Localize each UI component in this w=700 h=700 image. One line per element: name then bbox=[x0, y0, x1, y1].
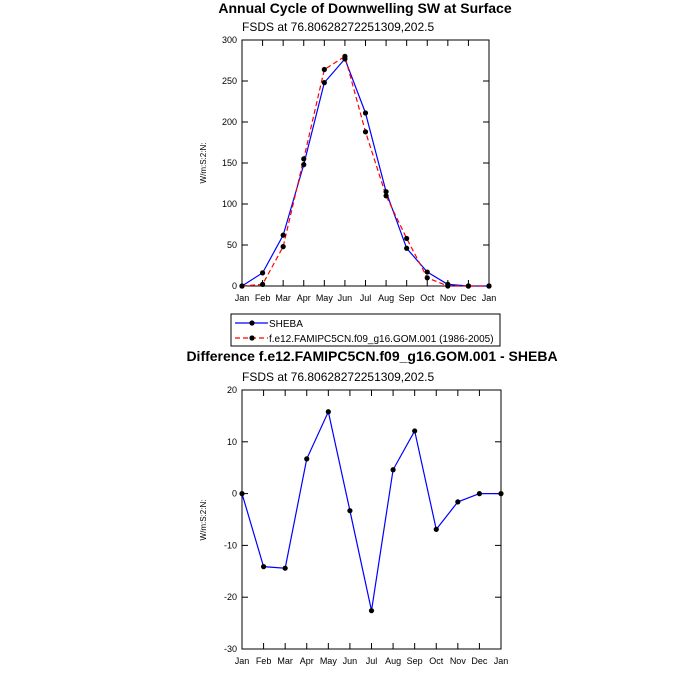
top-y-ticks: 0 50 100 150 200 250 300 bbox=[222, 35, 489, 291]
data-point bbox=[433, 526, 439, 532]
y-tick-label: 50 bbox=[227, 240, 237, 250]
data-point bbox=[498, 491, 504, 497]
data-point bbox=[404, 235, 410, 242]
data-point bbox=[259, 281, 266, 287]
data-point bbox=[325, 409, 331, 415]
data-point bbox=[412, 428, 418, 434]
data-point bbox=[239, 491, 245, 497]
y-tick-label: -20 bbox=[224, 592, 237, 602]
x-tick-label: Jul bbox=[366, 656, 378, 666]
y-tick-label: 100 bbox=[222, 199, 237, 209]
x-tick-label: Nov bbox=[450, 656, 467, 666]
x-tick-label: Dec bbox=[460, 293, 477, 303]
x-tick-label: Jan bbox=[482, 293, 497, 303]
x-tick-label: Jun bbox=[338, 293, 353, 303]
bottom-x-ticks: Jan Feb Mar Apr May Jun Jul Aug Sep Oct Nov Dec Jan bbox=[235, 390, 509, 666]
y-tick-label: 10 bbox=[227, 437, 237, 447]
x-tick-label: Jan bbox=[494, 656, 509, 666]
top-series bbox=[239, 53, 492, 289]
bottom-panel: Difference f.e12.FAMIPC5CN.f09_g16.GOM.0… bbox=[186, 348, 557, 666]
x-tick-label: Dec bbox=[471, 656, 488, 666]
x-tick-label: Apr bbox=[297, 293, 311, 303]
x-tick-label: Nov bbox=[440, 293, 457, 303]
data-point bbox=[347, 508, 353, 514]
series-line-0 bbox=[241, 409, 501, 611]
data-point bbox=[260, 564, 267, 570]
x-tick-label: Oct bbox=[429, 656, 444, 666]
series-line-1 bbox=[241, 55, 489, 287]
legend-label-model: f.e12.FAMIPC5CN.f09_g16.GOM.001 (1986-20… bbox=[269, 334, 494, 345]
data-point bbox=[486, 283, 492, 289]
y-tick-label: 150 bbox=[222, 158, 237, 168]
x-tick-label: Mar bbox=[275, 293, 291, 303]
series-line-0 bbox=[241, 57, 489, 287]
data-point bbox=[301, 162, 307, 168]
data-point bbox=[383, 193, 389, 199]
y-tick-label: -30 bbox=[224, 644, 237, 654]
data-point bbox=[301, 156, 307, 162]
data-point bbox=[342, 53, 348, 60]
data-point bbox=[390, 467, 396, 473]
y-tick-label: 0 bbox=[232, 281, 237, 291]
data-point bbox=[304, 456, 310, 462]
legend-marker-model bbox=[249, 335, 255, 341]
x-tick-label: Jan bbox=[235, 656, 250, 666]
x-tick-label: Sep bbox=[399, 293, 415, 303]
x-tick-label: May bbox=[320, 656, 338, 666]
top-panel: Annual Cycle of Downwelling SW at Surfac… bbox=[199, 0, 512, 303]
legend-label-sheba: SHEBA bbox=[269, 319, 303, 330]
data-point bbox=[280, 232, 286, 238]
data-point bbox=[455, 499, 461, 505]
x-tick-label: Aug bbox=[378, 293, 394, 303]
bottom-chart-subtitle: FSDS at 76.80628272251309,202.5 bbox=[242, 370, 434, 384]
top-chart-subtitle: FSDS at 76.80628272251309,202.5 bbox=[242, 20, 434, 34]
y-tick-label: 20 bbox=[227, 385, 237, 395]
top-y-axis-label: W/m:S:2:N: bbox=[199, 143, 208, 184]
data-point bbox=[368, 608, 375, 614]
data-point bbox=[424, 275, 430, 281]
data-point bbox=[424, 269, 430, 275]
legend-marker-sheba bbox=[249, 320, 255, 326]
x-tick-label: Feb bbox=[255, 293, 271, 303]
top-x-ticks: Jan Feb Mar Apr May Jun Jul Aug Sep Oct Nov Dec Jan bbox=[235, 40, 497, 303]
y-tick-label: 250 bbox=[222, 76, 237, 86]
bottom-series bbox=[239, 409, 504, 614]
x-tick-label: Oct bbox=[420, 293, 435, 303]
x-tick-label: Sep bbox=[407, 656, 423, 666]
x-tick-label: Apr bbox=[300, 656, 314, 666]
bottom-y-axis-label: W/m:S:2:N: bbox=[199, 500, 208, 541]
data-point bbox=[404, 245, 410, 251]
data-point bbox=[259, 270, 266, 276]
top-plot-frame bbox=[241, 39, 490, 287]
y-tick-label: 300 bbox=[222, 35, 237, 45]
x-tick-label: May bbox=[316, 293, 334, 303]
data-point bbox=[280, 244, 286, 250]
y-tick-label: -10 bbox=[224, 540, 237, 550]
legend-box bbox=[230, 313, 501, 347]
y-tick-label: 200 bbox=[222, 117, 237, 127]
data-point bbox=[383, 189, 389, 195]
data-point bbox=[445, 283, 451, 289]
data-point bbox=[321, 80, 327, 86]
data-point bbox=[321, 66, 327, 73]
bottom-y-ticks: -30 -20 -10 0 10 20 bbox=[224, 385, 501, 654]
top-chart-title: Annual Cycle of Downwelling SW at Surfac… bbox=[218, 0, 511, 16]
data-point bbox=[465, 283, 472, 289]
data-point bbox=[362, 110, 369, 116]
x-tick-label: Feb bbox=[256, 656, 272, 666]
data-point bbox=[239, 283, 245, 289]
legend: SHEBA f.e12.FAMIPC5CN.f09_g16.GOM.001 (1… bbox=[230, 313, 501, 347]
y-tick-label: 0 bbox=[232, 489, 237, 499]
x-tick-label: Jan bbox=[235, 293, 250, 303]
data-point bbox=[362, 129, 369, 135]
x-tick-label: Mar bbox=[277, 656, 293, 666]
x-tick-label: Jul bbox=[360, 293, 372, 303]
data-point bbox=[282, 565, 288, 571]
x-tick-label: Jun bbox=[343, 656, 358, 666]
data-point bbox=[476, 491, 483, 497]
bottom-chart-title: Difference f.e12.FAMIPC5CN.f09_g16.GOM.0… bbox=[186, 348, 557, 364]
x-tick-label: Aug bbox=[385, 656, 401, 666]
